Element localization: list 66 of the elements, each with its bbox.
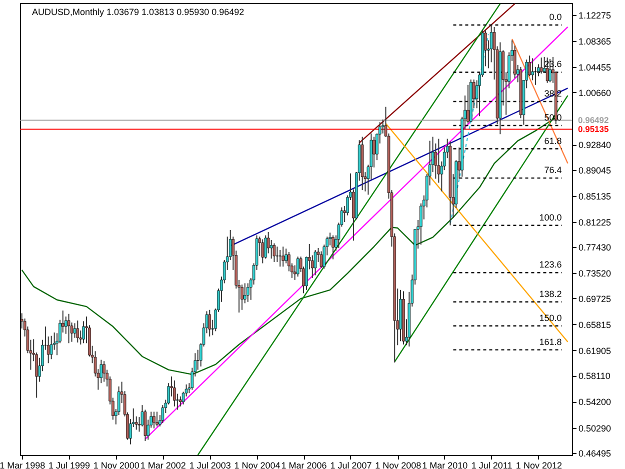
x-tick-label: 1 Nov 2008 [375,460,422,469]
x-tick-label: 1 Jul 2003 [189,460,231,469]
y-tick-label: 1.04455 [578,62,612,73]
candlestick [314,249,317,276]
candlestick [296,256,300,278]
x-tick-label: 1 Mar 2010 [422,460,468,469]
x-tick-label: 1 Mar 2006 [281,460,327,469]
candlestick [173,380,176,407]
y-tick-label: 1.08365 [578,36,612,47]
ref-line-label: 0.95135 [578,124,609,134]
candlestick [264,234,268,260]
candlestick [272,242,276,262]
x-tick-label: 1 Jul 1999 [48,460,90,469]
annotation: 161.8 [539,336,562,347]
candlestick [102,360,106,382]
y-tick-label: 0.89045 [578,165,612,176]
y-tick-label: 0.54200 [578,397,612,408]
candlestick [244,282,246,304]
candlestick [152,411,156,429]
candlestick [156,411,158,427]
y-tick-label: 0.73520 [578,268,612,279]
candlestick [208,309,212,338]
x-tick-label: 1 Jul 2011 [471,460,512,469]
x-tick-label: 1 Nov 2012 [516,460,562,469]
ref-line-label: 0.96492 [578,115,609,126]
candlestick [372,136,376,168]
y-tick-label: 0.69725 [578,294,612,304]
candlestick [50,335,53,360]
candlestick [76,320,80,343]
y-tick-label: 0.85135 [578,191,612,202]
annotation: 76.4 [544,165,562,176]
x-tick-label: 1 Jul 2007 [330,460,372,469]
y-tick-label: 0.77430 [578,242,612,253]
y-tick-label: 1.12275 [578,10,612,21]
candlestick [276,246,279,262]
y-tick-label: 0.61905 [578,346,612,356]
y-tick-label: 0.50290 [578,423,612,434]
candlestick [240,284,244,310]
candlestick [284,248,288,264]
y-tick-label: 0.65815 [578,320,612,330]
y-tick-label: 1.00660 [578,88,612,98]
chart-title: AUDUSD,Monthly 1.03679 1.03813 0.95930 0.96492 [32,7,244,17]
x-tick-label: 1 Nov 2000 [93,460,140,469]
candlestick [282,246,284,268]
candlestick [531,58,534,81]
candlestick [179,396,182,407]
annotation: 138.2 [539,288,562,299]
y-tick-label: 0.92840 [578,140,612,150]
candlestick [73,322,76,338]
x-tick-label: 1 Mar 1998 [0,460,46,469]
annotation: 0.0 [549,12,562,22]
candlestick [270,239,273,260]
x-tick-label: 1 Mar 2002 [140,460,186,469]
annotation: 100.0 [539,212,562,222]
candlestick [332,234,334,260]
candlestick [67,313,70,344]
candlestick [261,238,264,264]
candlestick [82,320,85,344]
annotation: 123.6 [539,260,562,270]
y-tick-label: 0.81225 [578,217,612,228]
x-tick-label: 1 Nov 2004 [234,460,280,469]
y-tick-label: 0.58110 [578,371,610,382]
candlestick [528,55,531,77]
candlestick [278,249,282,268]
y-tick-label: 0.46495 [578,448,612,459]
candlestick [144,409,147,442]
